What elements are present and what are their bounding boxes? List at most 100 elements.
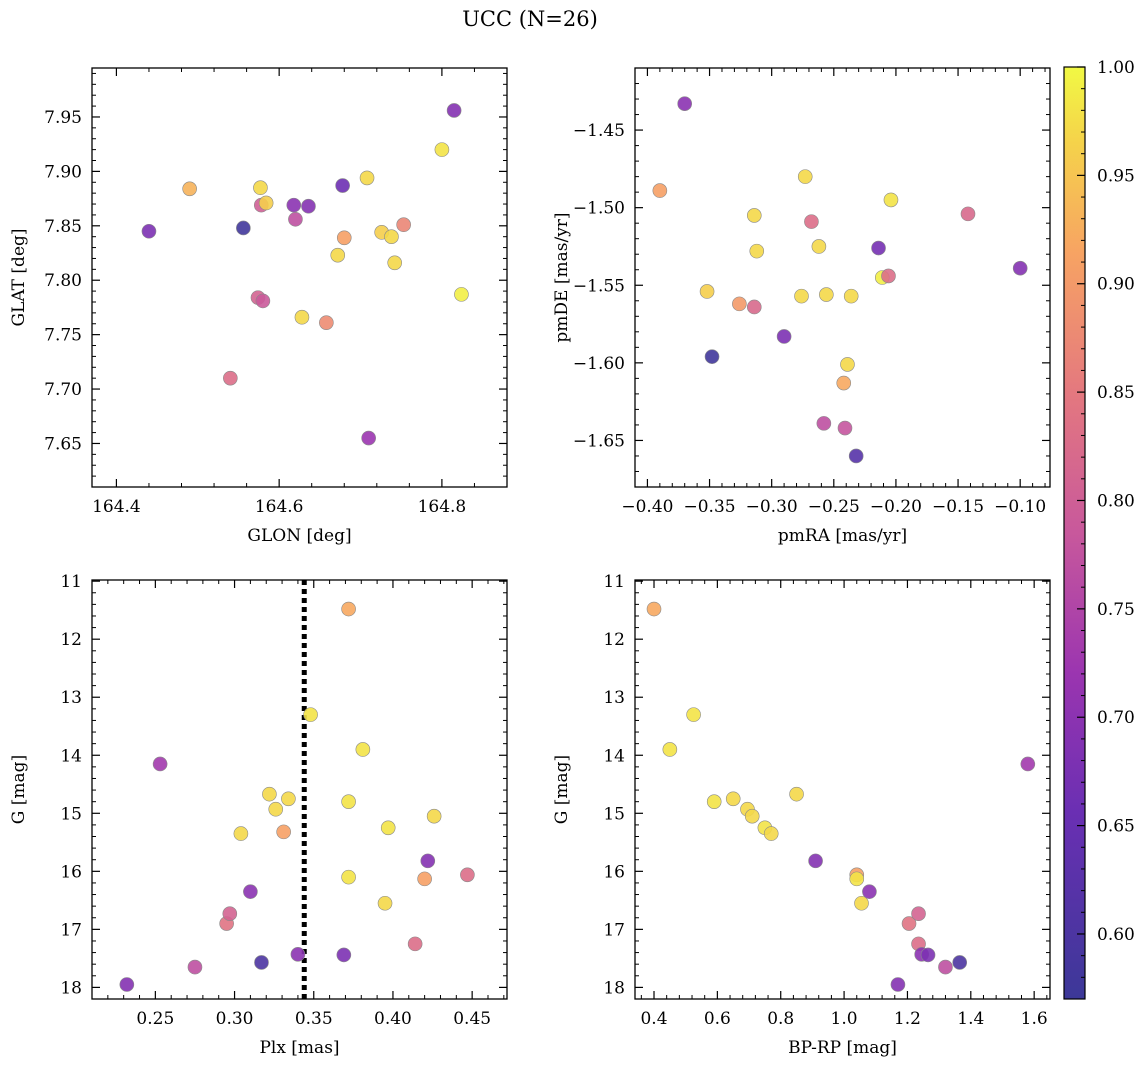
data-point xyxy=(286,197,302,213)
axes-frame xyxy=(634,67,1051,488)
data-point xyxy=(952,955,968,970)
data-point xyxy=(746,299,762,315)
data-point xyxy=(843,288,859,304)
axes-frame xyxy=(91,67,508,488)
x-tick-label: 1.6 xyxy=(1021,1009,1048,1029)
data-point xyxy=(960,206,976,222)
data-point xyxy=(262,786,277,802)
data-point xyxy=(303,707,318,722)
data-point xyxy=(294,309,310,325)
data-point xyxy=(706,794,722,809)
x-tick-label: 0.6 xyxy=(704,1009,731,1029)
data-point xyxy=(776,329,792,344)
data-point xyxy=(819,287,834,302)
axes-frame xyxy=(91,579,508,1000)
y-tick-label: 12 xyxy=(60,630,82,650)
y-tick-label: 7.70 xyxy=(44,380,82,400)
data-point xyxy=(276,824,291,840)
data-point xyxy=(319,315,334,330)
data-point xyxy=(901,916,917,931)
data-point xyxy=(335,178,350,193)
x-tick-label: −0.30 xyxy=(746,497,798,517)
data-point xyxy=(725,791,741,807)
y-tick-label: 7.95 xyxy=(44,108,82,128)
y-tick-label: 17 xyxy=(603,920,625,940)
data-point xyxy=(355,742,371,757)
x-tick-label: 0.40 xyxy=(374,1009,412,1029)
data-point xyxy=(854,895,869,911)
x-tick-label: 1.2 xyxy=(894,1009,921,1029)
y-tick-label: 13 xyxy=(60,688,82,708)
data-point xyxy=(804,214,819,229)
y-tick-label: 15 xyxy=(60,804,82,824)
data-point xyxy=(836,375,852,391)
x-tick-label: 0.30 xyxy=(216,1009,254,1029)
colorbar-tick-label: 0.85 xyxy=(1097,383,1135,403)
colorbar-tick-label: 0.80 xyxy=(1097,491,1135,511)
y-tick-label: 11 xyxy=(603,572,625,592)
y-tick-label: 7.85 xyxy=(44,217,82,237)
y-tick-label: 14 xyxy=(603,746,625,766)
data-point xyxy=(396,217,411,233)
data-point xyxy=(281,791,296,807)
x-tick-label: 0.45 xyxy=(453,1009,491,1029)
y-tick-label: 18 xyxy=(603,978,625,998)
data-point xyxy=(243,884,258,899)
data-point xyxy=(699,284,715,299)
colorbar-frame xyxy=(1063,66,1086,1000)
data-point xyxy=(301,198,316,214)
data-point xyxy=(871,240,886,256)
data-point xyxy=(704,349,720,364)
data-point xyxy=(182,181,197,197)
data-point xyxy=(938,959,953,975)
data-point xyxy=(646,601,662,617)
data-point xyxy=(420,853,436,869)
data-point xyxy=(686,707,701,722)
data-point xyxy=(797,169,813,184)
panel-cmd: 0.4 0.6 0.8 1.0 1.2 1.4 1.6 11 12 13 14 15 16 17 18 BP-… xyxy=(552,572,1051,1058)
panel-pm: −0.40 −0.35 −0.30 −0.25 −0.20 −0.15 −0.10 −1.65… xyxy=(552,67,1051,546)
y-axis-label: GLAT [deg] xyxy=(9,228,29,326)
data-point xyxy=(652,183,668,198)
y-axis-label: pmDE [mas/yr] xyxy=(552,212,572,342)
data-point xyxy=(732,296,747,312)
y-tick-label: −1.50 xyxy=(573,199,625,219)
x-tick-label: 0.4 xyxy=(640,1009,667,1029)
data-point xyxy=(662,742,678,757)
data-point xyxy=(288,211,303,227)
y-tick-label: 12 xyxy=(603,630,625,650)
data-point xyxy=(881,268,896,284)
data-point xyxy=(677,96,693,111)
colorbar-tick-label: 0.70 xyxy=(1097,708,1135,728)
colorbar-tick-label: 0.75 xyxy=(1097,600,1135,620)
data-point xyxy=(434,142,450,157)
data-point xyxy=(222,906,238,921)
x-tick-label: −0.35 xyxy=(683,497,735,517)
data-point xyxy=(816,416,832,431)
y-tick-label: 16 xyxy=(603,862,625,882)
data-point xyxy=(336,947,352,963)
x-tick-label: −0.40 xyxy=(621,497,673,517)
colorbar-tick-label: 0.65 xyxy=(1097,817,1135,837)
data-point xyxy=(808,853,823,869)
data-point xyxy=(380,820,396,836)
data-point xyxy=(1020,756,1036,772)
colorbar-tick-label: 1.00 xyxy=(1097,58,1135,78)
figure-title: UCC (N=26) xyxy=(462,7,598,31)
data-point xyxy=(454,287,469,302)
data-point xyxy=(187,959,203,975)
data-point xyxy=(862,884,877,899)
y-tick-label: 17 xyxy=(60,920,82,940)
data-point xyxy=(258,195,274,211)
data-point xyxy=(883,192,899,208)
data-point xyxy=(359,170,375,186)
x-tick-label: −0.25 xyxy=(808,497,860,517)
x-axis-label: pmRA [mas/yr] xyxy=(778,526,907,546)
data-point xyxy=(152,756,168,772)
x-tick-label: −0.20 xyxy=(870,497,922,517)
data-point xyxy=(840,357,855,372)
axes-frame xyxy=(634,579,1051,1000)
panel-plx-g: 0.25 0.30 0.35 0.40 0.45 11 12 13 14 15 16 17 18 Plx … xyxy=(9,572,508,1058)
y-tick-label: 7.75 xyxy=(44,326,82,346)
